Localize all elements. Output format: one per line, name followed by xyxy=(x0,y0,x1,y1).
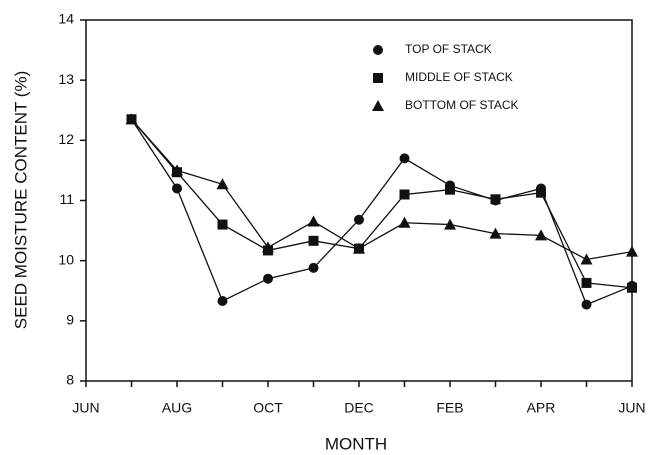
x-tick-label: JUN xyxy=(72,400,99,416)
marker xyxy=(399,189,410,200)
marker xyxy=(535,229,547,241)
y-tick-label: 8 xyxy=(66,372,74,388)
marker xyxy=(444,218,456,230)
marker xyxy=(217,219,228,230)
y-tick-label: 14 xyxy=(58,11,74,27)
x-tick-label: APR xyxy=(527,400,556,416)
marker xyxy=(216,178,229,190)
series-line xyxy=(131,118,633,261)
x-tick-label: JUN xyxy=(618,400,645,416)
marker xyxy=(125,113,138,125)
legend-marker xyxy=(373,45,383,55)
marker xyxy=(308,262,319,273)
marker xyxy=(171,164,183,176)
x-axis-title: MONTH xyxy=(325,434,387,453)
marker xyxy=(172,183,182,194)
marker xyxy=(217,295,228,306)
y-axis-title: SEED MOISTURE CONTENT (%) xyxy=(11,71,30,329)
marker xyxy=(581,277,592,288)
marker xyxy=(445,184,455,195)
marker xyxy=(490,194,501,205)
marker xyxy=(626,245,638,257)
marker xyxy=(307,215,320,227)
marker xyxy=(398,216,411,228)
plot-frame xyxy=(85,19,633,382)
series-line xyxy=(131,118,633,289)
marker xyxy=(489,227,502,239)
legend-label: TOP OF STACK xyxy=(405,42,492,56)
series-line xyxy=(130,118,633,306)
y-tick-label: 10 xyxy=(58,251,74,267)
x-tick-label: AUG xyxy=(162,400,192,416)
marker xyxy=(627,282,637,293)
y-tick-label: 13 xyxy=(58,71,74,87)
marker xyxy=(354,214,364,225)
legend-marker xyxy=(372,100,384,111)
marker xyxy=(536,187,546,198)
y-tick-label: 12 xyxy=(58,131,74,147)
y-tick-label: 9 xyxy=(66,312,74,328)
marker xyxy=(353,242,365,254)
marker xyxy=(580,253,593,265)
marker xyxy=(308,235,319,246)
marker xyxy=(262,241,274,253)
x-tick-label: FEB xyxy=(436,400,463,416)
y-tick-label: 11 xyxy=(59,191,74,207)
marker xyxy=(263,273,273,284)
legend-label: BOTTOM OF STACK xyxy=(405,98,519,112)
legend-marker xyxy=(373,73,383,83)
legend-label: MIDDLE OF STACK xyxy=(405,70,513,84)
marker xyxy=(399,153,410,164)
x-tick-label: OCT xyxy=(253,400,283,416)
marker xyxy=(581,299,592,310)
x-tick-label: DEC xyxy=(344,400,374,416)
